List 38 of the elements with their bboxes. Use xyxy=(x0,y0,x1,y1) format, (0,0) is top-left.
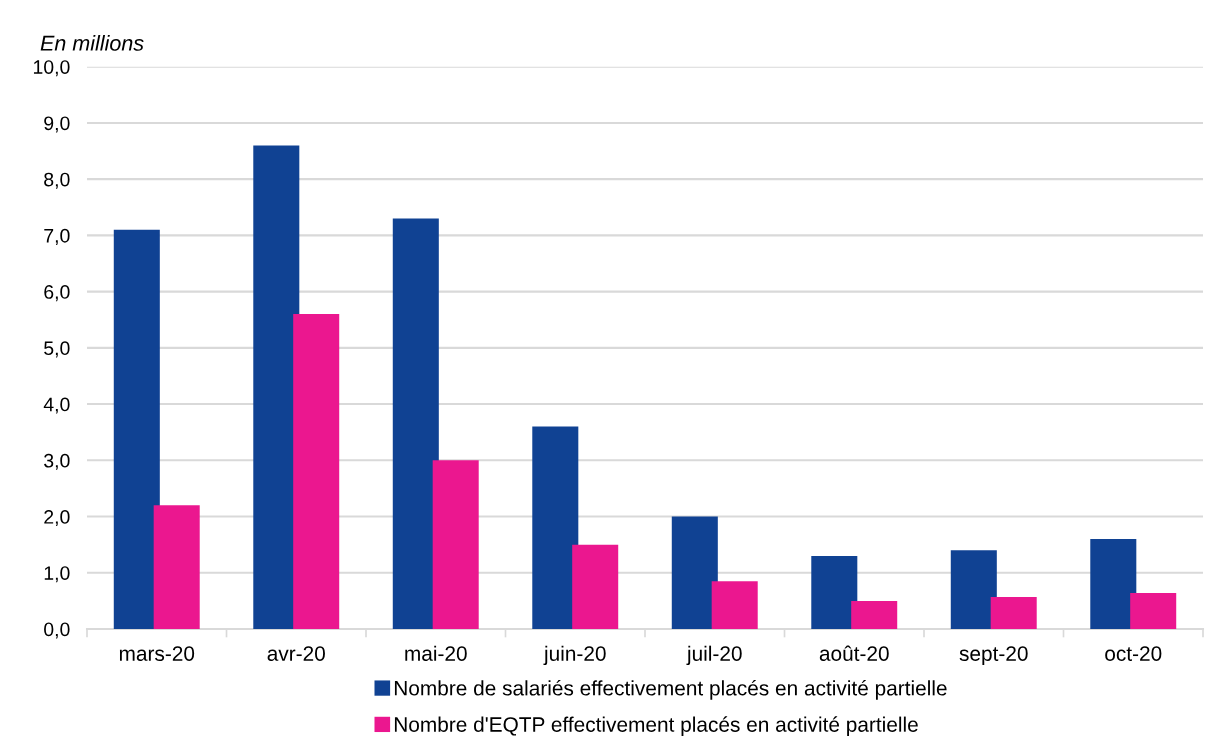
x-tick-label: août-20 xyxy=(819,645,889,661)
y-tick-label: 8,0 xyxy=(44,172,70,189)
y-tick-label: 4,0 xyxy=(43,397,70,414)
bar xyxy=(572,544,619,629)
bar xyxy=(293,314,340,629)
x-tick-label: mars-20 xyxy=(119,646,195,661)
bar xyxy=(851,600,898,629)
legend-label: Nombre de salariés effectivement placés en activité partielle xyxy=(394,680,947,700)
x-tick-label: avr-20 xyxy=(267,646,325,661)
bar xyxy=(113,229,160,629)
y-tick-label: 10,0 xyxy=(33,60,70,77)
bar xyxy=(153,505,200,629)
x-tick-label: juil-20 xyxy=(686,645,742,666)
y-tick-label: 6,0 xyxy=(44,285,70,302)
x-tick-label: mai-20 xyxy=(405,645,467,661)
x-tick-label: sept-20 xyxy=(959,646,1028,666)
legend-label: Nombre d'EQTP effectivement placés en activité partielle xyxy=(394,716,918,736)
y-tick-label: 3,0 xyxy=(44,453,70,470)
bar xyxy=(950,550,997,629)
bar xyxy=(253,145,300,629)
bar xyxy=(1130,593,1177,629)
bar xyxy=(990,596,1037,629)
bar xyxy=(432,460,479,629)
bar xyxy=(671,516,718,629)
y-axis-title: En millions xyxy=(40,34,144,51)
y-tick-label: 0,0 xyxy=(44,622,70,639)
bar xyxy=(711,581,758,629)
y-tick-label: 9,0 xyxy=(44,116,70,133)
y-tick-label: 7,0 xyxy=(44,228,70,245)
bar xyxy=(811,555,858,629)
x-tick-label: juin-20 xyxy=(543,645,606,666)
y-tick-label: 2,0 xyxy=(44,510,70,527)
y-tick-label: 5,0 xyxy=(44,341,70,358)
bar xyxy=(1090,539,1137,629)
y-tick-label: 1,0 xyxy=(44,566,70,583)
bar xyxy=(392,218,439,629)
x-tick-label: oct-20 xyxy=(1105,646,1162,661)
bar xyxy=(532,426,579,629)
